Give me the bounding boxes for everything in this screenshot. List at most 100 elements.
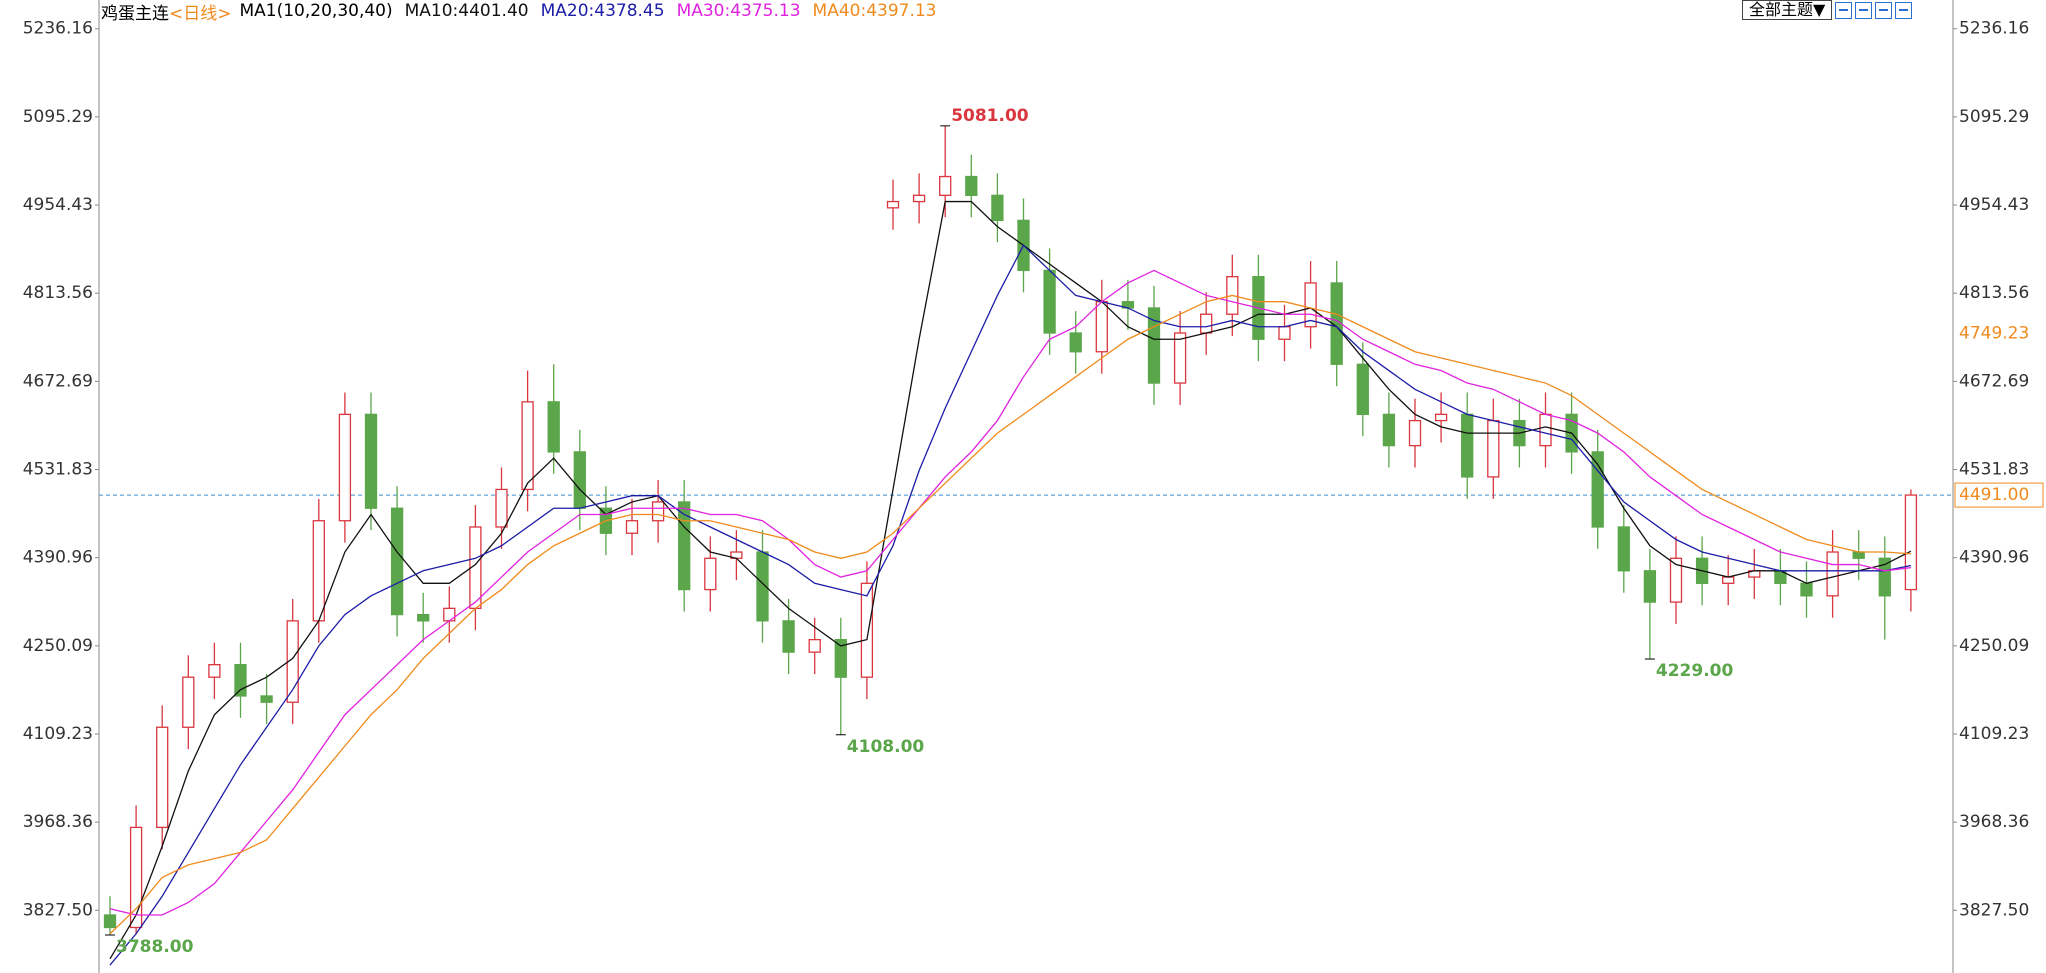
- candle: [260, 674, 273, 725]
- period[interactable]: <日线>: [169, 3, 232, 24]
- candle: [834, 617, 847, 735]
- candle: [1147, 286, 1161, 405]
- candle-body: [1591, 451, 1604, 528]
- candle-body: [417, 613, 430, 622]
- candle: [547, 364, 560, 474]
- candle-body: [1278, 326, 1291, 340]
- candle: [886, 179, 900, 230]
- y-tick-label: 4813.56: [23, 283, 93, 303]
- legend-entry: MA20:4378.45: [540, 1, 665, 21]
- y-tick-label-right: 4531.83: [1959, 460, 2029, 480]
- candle-body: [547, 401, 560, 453]
- candle: [417, 592, 430, 643]
- tool-icon[interactable]: [1895, 1, 1913, 19]
- candle: [1069, 311, 1082, 374]
- candle-body: [1069, 332, 1082, 353]
- candle: [1356, 342, 1369, 437]
- tool-icon[interactable]: [1835, 1, 1853, 19]
- candle-body: [260, 695, 273, 703]
- candle: [1408, 398, 1422, 468]
- header: 鸡蛋主连 <日线> MA1(10,20,30,40) MA10:4401.40 M…: [101, 0, 937, 24]
- candle-body: [991, 194, 1004, 221]
- y-tick-label-right: 5236.16: [1959, 19, 2029, 39]
- candle-body: [939, 175, 952, 196]
- candle: [443, 586, 456, 643]
- legend-entry: MA10:4401.40: [404, 1, 529, 21]
- candle: [338, 392, 352, 543]
- y-tick-label: 4954.43: [23, 195, 93, 215]
- toolbar: 全部主题▼: [1742, 0, 1913, 20]
- candle-body: [182, 676, 195, 728]
- y-tick-label-right: 4109.23: [1959, 724, 2029, 744]
- candle-body: [1304, 282, 1317, 328]
- candle: [364, 392, 378, 531]
- y-tick-label: 4250.09: [23, 636, 93, 656]
- candle: [103, 896, 117, 936]
- candle-body: [912, 194, 926, 203]
- theme-button[interactable]: 全部主题▼: [1742, 0, 1833, 20]
- price-label: 4491.00: [1959, 485, 2029, 505]
- candle: [390, 486, 404, 637]
- candle: [1487, 398, 1500, 499]
- candle-body: [129, 826, 143, 929]
- candle-body: [1408, 419, 1422, 447]
- candle: [234, 642, 247, 718]
- candle-body: [625, 520, 639, 534]
- y-tick-label-right: 5095.29: [1959, 107, 2029, 127]
- candle-body: [521, 401, 534, 491]
- candle: [625, 498, 639, 556]
- y-tick-label: 4390.96: [23, 548, 93, 568]
- annotation: 3788.00: [116, 937, 194, 957]
- candle-body: [678, 501, 691, 591]
- candle-body: [1200, 313, 1213, 334]
- y-tick-label: 5236.16: [23, 19, 93, 39]
- y-tick-label: 4672.69: [23, 371, 93, 391]
- tool-icon[interactable]: [1875, 1, 1893, 19]
- candle-body: [1669, 557, 1683, 603]
- candle-body: [1826, 551, 1839, 597]
- candle: [1591, 429, 1604, 549]
- candle-body: [1382, 413, 1396, 447]
- candle-body: [1095, 301, 1108, 353]
- candle-body: [886, 200, 900, 209]
- candle: [782, 598, 795, 675]
- y-tick-label-right: 4672.69: [1959, 371, 2029, 391]
- candle-body: [234, 664, 247, 697]
- candle: [1304, 261, 1317, 349]
- candle-body: [573, 451, 586, 509]
- candle: [1330, 261, 1343, 387]
- right-marker: 4749.23: [1959, 323, 2029, 343]
- candle: [1539, 392, 1552, 468]
- ma-line: [109, 244, 1912, 966]
- candle: [156, 705, 169, 850]
- candle: [1904, 489, 1918, 612]
- y-tick-label: 4531.83: [23, 460, 93, 480]
- candle-body: [965, 175, 978, 196]
- candle-body: [390, 507, 404, 616]
- candle-body: [651, 501, 665, 522]
- tool-icon[interactable]: [1855, 1, 1873, 19]
- candle-body: [1043, 269, 1056, 334]
- candle-body: [1461, 413, 1474, 478]
- candle: [1617, 505, 1630, 593]
- candle: [651, 480, 665, 543]
- candle-body: [156, 726, 169, 829]
- indicator[interactable]: MA1(10,20,30,40): [239, 1, 393, 21]
- candle: [182, 655, 195, 750]
- y-tick-label: 4109.23: [23, 724, 93, 744]
- candle-body: [834, 638, 847, 678]
- annotation: 4229.00: [1656, 661, 1734, 681]
- candle-body: [338, 413, 352, 522]
- candle: [495, 467, 508, 549]
- candle-body: [860, 582, 874, 678]
- chart-title: 鸡蛋主连: [101, 3, 169, 24]
- candle-body: [312, 520, 325, 622]
- candle: [129, 805, 143, 934]
- candle: [1826, 530, 1839, 618]
- legend-entry: MA30:4375.13: [676, 1, 801, 21]
- candle-body: [364, 413, 378, 509]
- candle: [1774, 548, 1787, 606]
- candle: [965, 154, 978, 218]
- legend-entry: MA40:4397.13: [812, 1, 937, 21]
- y-tick-label-right: 4250.09: [1959, 636, 2029, 656]
